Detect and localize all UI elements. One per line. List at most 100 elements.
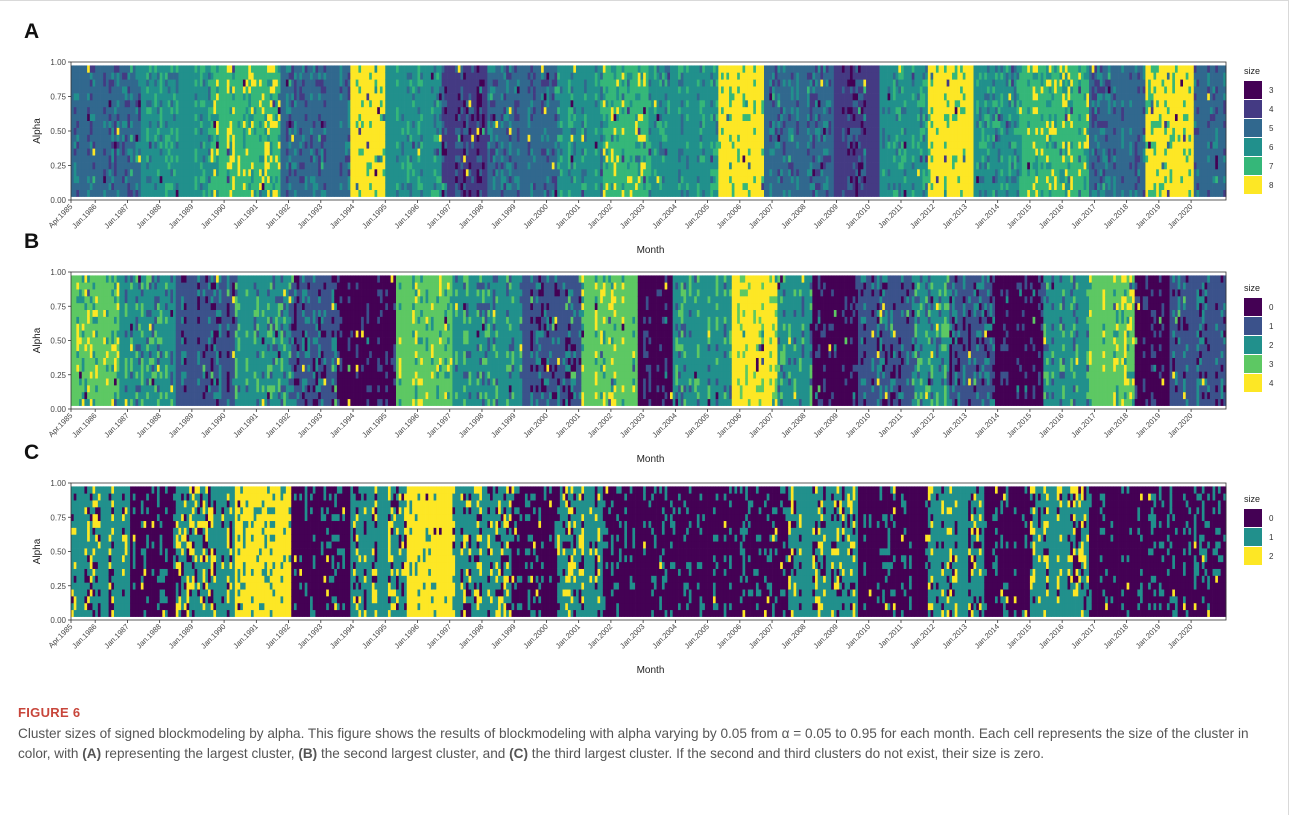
heatmap-cell — [457, 162, 461, 170]
heatmap-cell — [758, 134, 762, 142]
heatmap-cell — [734, 155, 738, 163]
heatmap-cell — [640, 113, 644, 121]
heatmap-cell — [181, 106, 185, 115]
heatmap-cell — [379, 106, 383, 115]
heatmap-cell — [272, 93, 276, 101]
heatmap-cell — [672, 141, 676, 149]
heatmap-cell — [186, 65, 190, 73]
heatmap-cell — [186, 79, 190, 87]
heatmap-cell — [530, 189, 534, 197]
heatmap-cell — [667, 127, 671, 135]
heatmap-cell — [492, 72, 496, 80]
heatmap-cell — [202, 72, 206, 80]
heatmap-cell — [573, 72, 577, 80]
heatmap-cell — [323, 189, 327, 197]
heatmap-cell — [186, 175, 190, 184]
heatmap-cell — [618, 189, 622, 197]
heatmap-cell — [387, 86, 391, 94]
heatmap-cell — [143, 127, 147, 135]
heatmap-cell — [527, 113, 531, 121]
heatmap-cell — [605, 141, 609, 149]
heatmap-cell — [156, 86, 160, 94]
heatmap-cell — [565, 99, 569, 108]
heatmap-cell — [755, 113, 759, 121]
heatmap-cell — [261, 148, 265, 156]
heatmap-cell — [304, 134, 308, 142]
heatmap-cell — [769, 148, 773, 156]
heatmap-cell — [672, 168, 676, 177]
heatmap-cell — [613, 182, 617, 190]
heatmap-cell — [624, 65, 628, 73]
heatmap-cell — [138, 134, 142, 142]
heatmap-cell — [570, 168, 574, 177]
heatmap-cell — [425, 189, 429, 197]
heatmap-cell — [213, 79, 217, 87]
heatmap-cell — [527, 120, 531, 128]
heatmap-cell — [199, 72, 203, 80]
heatmap-cell — [594, 189, 598, 197]
heatmap-cell — [702, 72, 706, 80]
heatmap-cell — [189, 134, 193, 142]
heatmap-cell — [232, 182, 236, 190]
heatmap-cell — [465, 120, 469, 128]
heatmap-cell — [165, 141, 169, 149]
heatmap-cell — [691, 113, 695, 121]
heatmap-cell — [678, 86, 682, 94]
heatmap-cell — [288, 175, 292, 184]
heatmap-cell — [242, 79, 246, 87]
heatmap-cell — [428, 106, 432, 115]
heatmap-cell — [702, 120, 706, 128]
heatmap-cell — [390, 134, 394, 142]
heatmap-cell — [683, 148, 687, 156]
heatmap-cell — [350, 65, 354, 73]
heatmap-cell — [479, 162, 483, 170]
heatmap-cell — [573, 93, 577, 101]
heatmap-cell — [498, 106, 502, 115]
heatmap-cell — [132, 113, 136, 121]
heatmap-cell — [151, 113, 155, 121]
heatmap-cell — [350, 148, 354, 156]
heatmap-cell — [651, 182, 655, 190]
heatmap-cell — [444, 99, 448, 108]
heatmap-cell — [551, 72, 555, 80]
heatmap-cell — [565, 175, 569, 184]
heatmap-cell — [293, 106, 297, 115]
heatmap-cell — [355, 72, 359, 80]
heatmap-cell — [586, 168, 590, 177]
heatmap-cell — [323, 79, 327, 87]
heatmap-cell — [140, 141, 144, 149]
heatmap-cell — [135, 127, 139, 135]
heatmap-cell — [156, 162, 160, 170]
heatmap-cell — [197, 127, 201, 135]
heatmap-cell — [755, 65, 759, 73]
heatmap-cell — [627, 72, 631, 80]
heatmap-cell — [143, 113, 147, 121]
heatmap-cell — [92, 93, 96, 101]
heatmap-cell — [755, 72, 759, 80]
heatmap-cell — [97, 99, 101, 108]
heatmap-cell — [191, 148, 195, 156]
heatmap-cell — [610, 120, 614, 128]
heatmap-cell — [664, 113, 668, 121]
heatmap-cell — [468, 189, 472, 197]
heatmap-cell — [710, 72, 714, 80]
heatmap-cell — [664, 182, 668, 190]
heatmap-cell — [632, 175, 636, 184]
heatmap-cell — [154, 99, 158, 108]
heatmap-cell — [498, 127, 502, 135]
heatmap-cell — [755, 148, 759, 156]
heatmap-cell — [589, 72, 593, 80]
heatmap-cell — [283, 86, 287, 94]
heatmap-cell — [122, 155, 126, 163]
heatmap-cell — [546, 79, 550, 87]
heatmap-cell — [406, 127, 410, 135]
heatmap-cell — [487, 189, 491, 197]
heatmap-cell — [710, 134, 714, 142]
heatmap-cell — [199, 168, 203, 177]
heatmap-cell — [342, 134, 346, 142]
heatmap-cell — [414, 162, 418, 170]
heatmap-cell — [428, 141, 432, 149]
heatmap-cell — [629, 65, 633, 73]
heatmap-cell — [148, 120, 152, 128]
heatmap-cell — [156, 79, 160, 87]
